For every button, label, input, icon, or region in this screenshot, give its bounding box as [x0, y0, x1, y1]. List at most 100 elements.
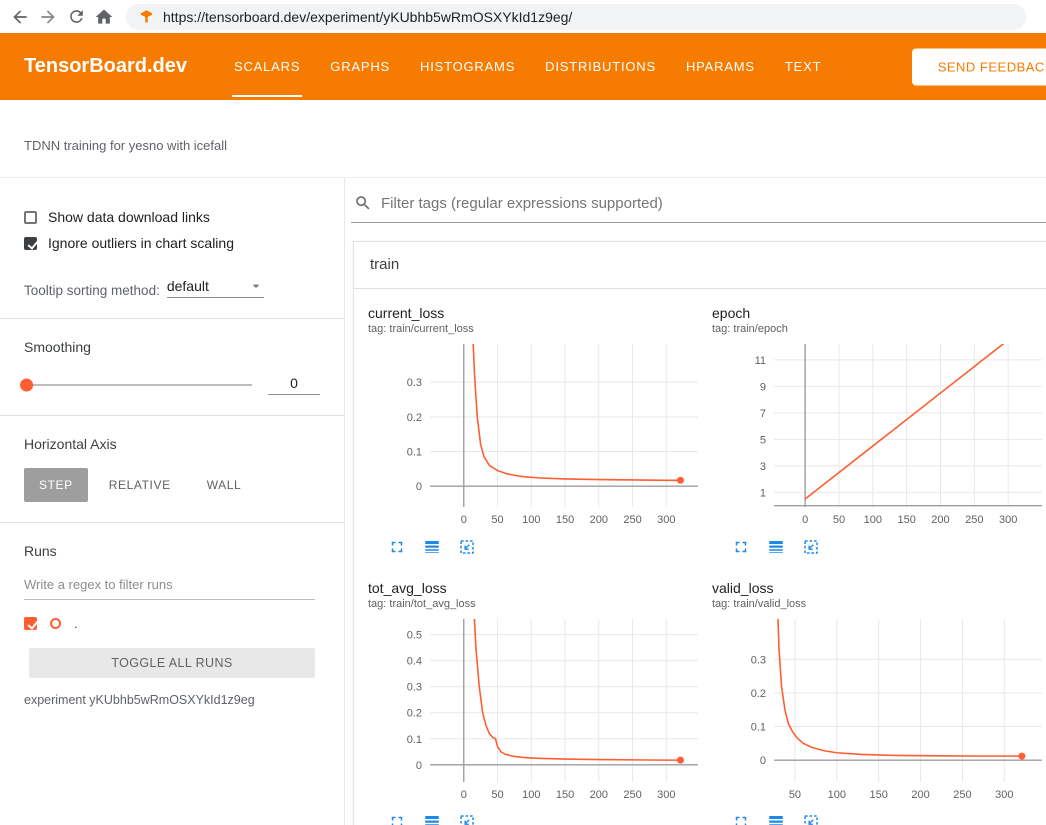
- chart-plot-tot_avg_loss[interactable]: 0 0.1 0.2 0.3 0.4 0.5 0 50 100 150 200 250 300: [368, 614, 704, 810]
- svg-text:0.2: 0.2: [407, 412, 422, 424]
- run-name: .: [74, 616, 78, 631]
- tab-text[interactable]: TEXT: [784, 59, 822, 74]
- chevron-down-icon: [248, 278, 264, 294]
- tooltip-sorting-dropdown[interactable]: default: [166, 278, 264, 298]
- svg-text:150: 150: [870, 789, 888, 801]
- chart-tag: tag: train/tot_avg_loss: [368, 598, 476, 610]
- chart-plot-current_loss[interactable]: 0 0.1 0.2 0.3 0 50 100 150 200 250 300: [368, 339, 704, 535]
- url-bar[interactable]: https://tensorboard.dev/experiment/yKUbh…: [126, 3, 1026, 30]
- run-row: .: [24, 616, 320, 631]
- fit-domain-icon[interactable]: [458, 538, 476, 556]
- divider: [0, 318, 344, 319]
- svg-text:0: 0: [461, 789, 467, 801]
- svg-text:0: 0: [416, 760, 422, 772]
- expand-icon[interactable]: [388, 813, 406, 825]
- svg-text:0.3: 0.3: [751, 654, 766, 666]
- divider: [0, 415, 344, 416]
- svg-text:250: 250: [623, 789, 641, 801]
- tab-distributions[interactable]: DISTRIBUTIONS: [545, 59, 656, 74]
- tab-scalars[interactable]: SCALARS: [219, 33, 315, 100]
- svg-text:0.2: 0.2: [407, 708, 422, 720]
- chart-card-epoch: epoch tag: train/epoch 1 3 5 7 9 11 0 50 100 150 200…: [712, 305, 1046, 556]
- runs-section: Runs . TOGGLE ALL RUNS experiment yKUbhb…: [0, 543, 344, 707]
- svg-text:300: 300: [999, 514, 1017, 526]
- svg-text:0.4: 0.4: [407, 656, 422, 668]
- url-text: https://tensorboard.dev/experiment/yKUbh…: [163, 8, 573, 25]
- expand-icon[interactable]: [732, 538, 750, 556]
- brand-title: TensorBoard.dev: [24, 55, 187, 77]
- svg-text:0: 0: [802, 514, 808, 526]
- chart-title: tot_avg_loss: [368, 580, 447, 596]
- tag-filter-input[interactable]: [381, 194, 1046, 212]
- chart-card-valid_loss: valid_loss tag: train/valid_loss 0 0.1 0.2 0.…: [712, 580, 1046, 825]
- expand-icon[interactable]: [732, 813, 750, 825]
- svg-text:200: 200: [911, 789, 929, 801]
- svg-text:0.1: 0.1: [407, 447, 422, 459]
- run-checkbox[interactable]: [24, 617, 37, 630]
- train-section-header[interactable]: train: [354, 242, 1046, 289]
- axis-button-relative[interactable]: RELATIVE: [108, 478, 171, 492]
- train-card: train current_loss tag: train/current_los…: [353, 241, 1046, 825]
- show-download-links-checkbox[interactable]: [24, 210, 37, 224]
- svg-text:50: 50: [491, 789, 503, 801]
- content: Show data download links Ignore outliers…: [0, 178, 1046, 825]
- svg-text:100: 100: [828, 789, 846, 801]
- home-icon[interactable]: [90, 3, 118, 31]
- send-feedback-button[interactable]: SEND FEEDBACK: [911, 48, 1046, 85]
- svg-text:50: 50: [789, 789, 801, 801]
- charts-grid: current_loss tag: train/current_loss 0 0.1 0…: [354, 289, 1046, 825]
- ignore-outliers-row: Ignore outliers in chart scaling: [0, 230, 344, 256]
- svg-text:250: 250: [623, 514, 641, 526]
- tab-histograms[interactable]: HISTOGRAMS: [420, 59, 516, 74]
- run-color-swatch: [50, 618, 61, 629]
- chart-title: valid_loss: [712, 580, 774, 596]
- svg-text:300: 300: [657, 789, 675, 801]
- svg-text:100: 100: [864, 514, 882, 526]
- svg-text:1: 1: [760, 487, 766, 499]
- expand-icon[interactable]: [388, 538, 406, 556]
- tab-hparams[interactable]: HPARAMS: [685, 59, 755, 74]
- ignore-outliers-checkbox[interactable]: [24, 236, 37, 250]
- svg-text:250: 250: [953, 789, 971, 801]
- ignore-outliers-label: Ignore outliers in chart scaling: [48, 235, 234, 251]
- log-scale-icon[interactable]: [423, 538, 441, 556]
- svg-text:7: 7: [760, 408, 766, 420]
- scalars-dashboard: train current_loss tag: train/current_los…: [345, 178, 1046, 825]
- svg-text:0.3: 0.3: [407, 682, 422, 694]
- back-icon[interactable]: [6, 3, 34, 31]
- svg-text:0.1: 0.1: [751, 722, 766, 734]
- tooltip-sorting-value: default: [166, 278, 209, 294]
- svg-text:200: 200: [931, 514, 949, 526]
- svg-text:200: 200: [590, 514, 608, 526]
- toggle-all-runs-button[interactable]: TOGGLE ALL RUNS: [29, 648, 315, 678]
- axis-button-step[interactable]: STEP: [24, 468, 88, 502]
- chart-toolbar: [388, 813, 708, 825]
- svg-text:300: 300: [657, 514, 675, 526]
- fit-domain-icon[interactable]: [802, 813, 820, 825]
- log-scale-icon[interactable]: [423, 813, 441, 825]
- smoothing-slider-thumb[interactable]: [20, 378, 34, 392]
- svg-text:300: 300: [995, 789, 1013, 801]
- axis-button-wall[interactable]: WALL: [206, 478, 242, 492]
- smoothing-slider[interactable]: [20, 378, 252, 392]
- tab-graphs[interactable]: GRAPHS: [330, 59, 390, 74]
- svg-text:0: 0: [760, 755, 766, 767]
- fit-domain-icon[interactable]: [802, 538, 820, 556]
- tag-filter-row: [351, 188, 1046, 223]
- chart-plot-epoch[interactable]: 1 3 5 7 9 11 0 50 100 150 200 250 300: [712, 339, 1046, 535]
- log-scale-icon[interactable]: [767, 538, 785, 556]
- browser-chrome: https://tensorboard.dev/experiment/yKUbh…: [0, 0, 1046, 33]
- svg-text:250: 250: [965, 514, 983, 526]
- chart-tag: tag: train/epoch: [712, 323, 788, 335]
- smoothing-value[interactable]: 0: [268, 375, 320, 395]
- experiment-id-note: experiment yKUbhb5wRmOSXYkId1z9eg: [24, 693, 255, 707]
- forward-icon[interactable]: [34, 3, 62, 31]
- chart-tag: tag: train/valid_loss: [712, 598, 807, 610]
- runs-filter-input[interactable]: [24, 573, 315, 600]
- fit-domain-icon[interactable]: [458, 813, 476, 825]
- reload-icon[interactable]: [62, 3, 90, 31]
- svg-text:150: 150: [897, 514, 915, 526]
- log-scale-icon[interactable]: [767, 813, 785, 825]
- axis-buttons: STEP RELATIVE WALL: [24, 468, 320, 502]
- chart-plot-valid_loss[interactable]: 0 0.1 0.2 0.3 50 100 150 200 250 300: [712, 614, 1046, 810]
